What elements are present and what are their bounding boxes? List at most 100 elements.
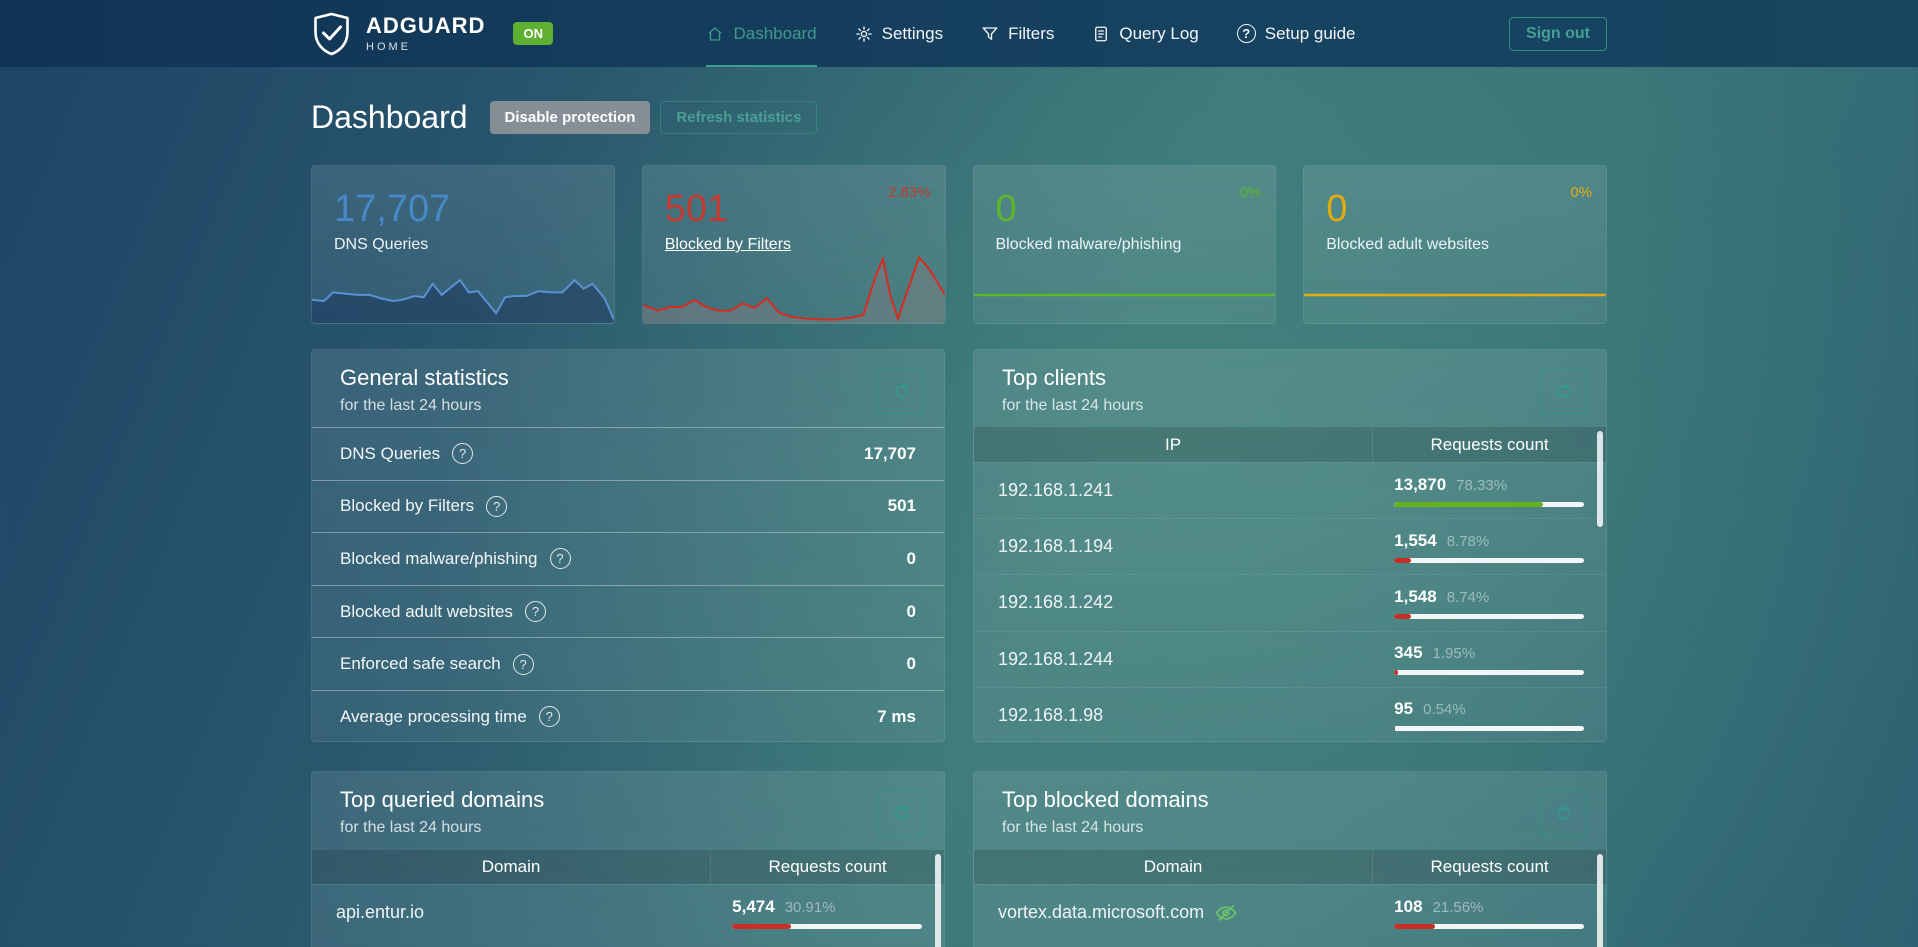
help-icon[interactable]: ? — [452, 443, 474, 465]
document-icon — [1095, 26, 1108, 41]
main-nav: Dashboard Settings Filters — [553, 0, 1509, 67]
help-icon[interactable]: ? — [549, 548, 571, 570]
nav-item-dashboard[interactable]: Dashboard — [706, 0, 817, 67]
blocked-filters-link[interactable]: Blocked by Filters — [664, 236, 792, 253]
nav-item-query-log[interactable]: Query Log — [1092, 0, 1199, 67]
panel-title: General statistics — [340, 365, 509, 390]
nav-label: Settings — [881, 23, 944, 43]
client-row[interactable]: 192.168.1.194 1,554 8.78% — [974, 518, 1606, 574]
refresh-icon — [894, 382, 908, 398]
nav-label: Filters — [1008, 23, 1055, 43]
refresh-statistics-button[interactable]: Refresh statistics — [660, 100, 818, 134]
top-blocked-domains-panel: Top blocked domains for the last 24 hour… — [973, 771, 1607, 947]
stat-row-label: Blocked adult websites — [340, 601, 513, 621]
stat-row-value: 0 — [906, 601, 916, 621]
progress-bar-fill — [1394, 501, 1543, 507]
refresh-button[interactable] — [1540, 368, 1586, 414]
blocked-adult-value: 0 — [1326, 188, 1348, 230]
top-queried-domains-panel: Top queried domains for the last 24 hour… — [311, 771, 945, 947]
column-header-requests: Requests count — [1372, 850, 1606, 884]
request-count: 1,548 — [1394, 586, 1437, 606]
request-count: 13,870 — [1394, 474, 1447, 494]
progress-bar — [1394, 613, 1584, 619]
refresh-icon — [894, 804, 908, 820]
stat-row: Enforced safe search? 0 — [312, 637, 944, 690]
scrollbar[interactable] — [935, 854, 941, 947]
stat-row-label: Blocked by Filters — [340, 496, 475, 516]
scrollbar[interactable] — [1597, 854, 1603, 947]
panel-subtitle: for the last 24 hours — [1002, 397, 1144, 414]
column-header-ip: IP — [1165, 434, 1182, 454]
stat-row: DNS Queries? 17,707 — [312, 427, 944, 480]
client-ip[interactable]: 192.168.1.244 — [998, 648, 1114, 669]
request-percent: 1.95% — [1432, 645, 1476, 663]
refresh-button[interactable] — [878, 790, 924, 836]
column-header-domain: Domain — [1143, 857, 1203, 876]
request-count: 345 — [1394, 643, 1423, 663]
refresh-button[interactable] — [878, 368, 924, 414]
client-row[interactable]: 192.168.1.241 13,870 78.33% — [974, 462, 1606, 518]
stat-row-label: DNS Queries — [340, 443, 441, 463]
request-percent: 8.74% — [1446, 588, 1490, 606]
stat-row-label: Enforced safe search — [340, 654, 501, 674]
stat-row-value: 0 — [906, 654, 916, 674]
request-count: 1,554 — [1394, 530, 1437, 550]
page-header: Dashboard Disable protection Refresh sta… — [311, 95, 1607, 139]
request-count: 95 — [1394, 699, 1414, 719]
refresh-button[interactable] — [1540, 790, 1586, 836]
help-icon[interactable]: ? — [524, 601, 546, 623]
progress-bar-fill — [1394, 613, 1411, 619]
client-ip[interactable]: 192.168.1.98 — [998, 704, 1104, 725]
client-ip[interactable]: 192.168.1.194 — [998, 536, 1114, 557]
panel-title: Top queried domains — [340, 787, 545, 812]
client-ip[interactable]: 192.168.1.242 — [998, 592, 1114, 613]
client-row[interactable]: 192.168.1.244 345 1.95% — [974, 630, 1606, 687]
nav-item-settings[interactable]: Settings — [855, 0, 943, 67]
domain-name[interactable]: vortex.data.microsoft.com — [998, 902, 1205, 923]
domain-row[interactable]: api.entur.io 5,474 30.91% — [312, 884, 944, 940]
client-row[interactable]: 192.168.1.98 95 0.54% — [974, 686, 1606, 741]
funnel-icon — [982, 26, 998, 40]
scrollbar[interactable] — [1597, 431, 1603, 527]
domain-name[interactable]: api.entur.io — [336, 902, 425, 923]
domain-row[interactable]: vortex.data.microsoft.com 108 21.56% — [974, 884, 1606, 940]
table-header: Domain Requests count — [974, 850, 1606, 884]
progress-bar — [1394, 923, 1584, 929]
brand-subtitle: HOME — [366, 40, 411, 53]
stat-row-value: 501 — [887, 496, 916, 516]
panel-subtitle: for the last 24 hours — [340, 397, 482, 414]
help-icon[interactable]: ? — [512, 653, 534, 675]
help-icon[interactable]: ? — [486, 495, 508, 517]
blocked-malware-label: Blocked malware/phishing — [995, 236, 1182, 253]
column-header-requests: Requests count — [1372, 427, 1606, 462]
client-row[interactable]: 192.168.1.242 1,548 8.74% — [974, 574, 1606, 630]
general-statistics-panel: General statistics for the last 24 hours… — [311, 349, 945, 742]
stat-row: Blocked malware/phishing? 0 — [312, 532, 944, 585]
stat-row-label: Average processing time — [340, 706, 527, 726]
nav-item-filters[interactable]: Filters — [981, 0, 1054, 67]
column-header-requests: Requests count — [710, 850, 944, 884]
help-icon[interactable]: ? — [538, 706, 560, 728]
disable-protection-button[interactable]: Disable protection — [489, 100, 651, 134]
refresh-icon — [1556, 804, 1570, 820]
blocked-adult-sparkline — [1304, 274, 1606, 323]
blocked-malware-sparkline — [974, 274, 1276, 323]
gear-icon — [855, 25, 872, 42]
nav-label: Query Log — [1119, 23, 1199, 43]
request-count: 108 — [1394, 896, 1423, 916]
progress-bar — [1394, 670, 1584, 676]
progress-bar-fill — [1394, 923, 1436, 929]
top-nav-bar: ADGUARD HOME ON Dashboard Settings — [0, 0, 1918, 67]
stat-card-blocked-malware: 0% 0 Blocked malware/phishing — [972, 165, 1277, 324]
eye-off-icon[interactable] — [1214, 901, 1238, 925]
sign-out-button[interactable]: Sign out — [1509, 16, 1607, 51]
request-percent: 21.56% — [1432, 898, 1484, 916]
client-ip[interactable]: 192.168.1.241 — [998, 480, 1114, 501]
stat-row: Average processing time? 7 ms — [312, 689, 944, 741]
panel-subtitle: for the last 24 hours — [340, 819, 482, 836]
stat-card-blocked-by-filters: 2.83% 501 Blocked by Filters — [641, 165, 946, 324]
nav-item-setup-guide[interactable]: ? Setup guide — [1236, 0, 1356, 67]
brand: ADGUARD HOME ON — [311, 12, 553, 56]
question-icon: ? — [1236, 24, 1256, 43]
blocked-malware-percent: 0% — [1239, 184, 1262, 201]
